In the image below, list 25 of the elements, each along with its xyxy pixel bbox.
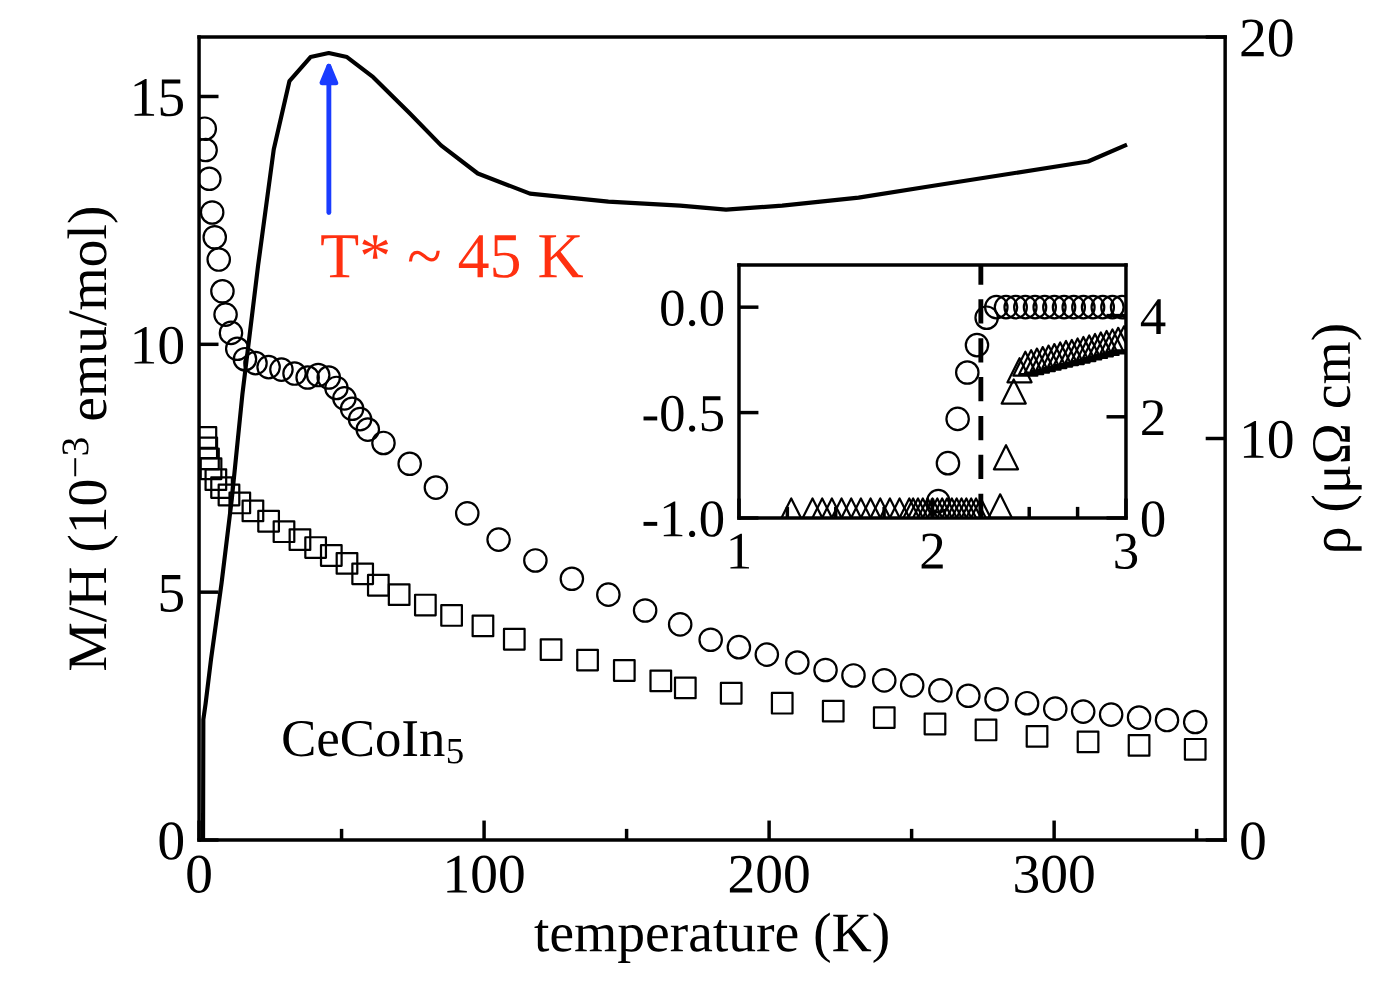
x-tick-label: 200 [729, 855, 809, 893]
y2-tick-label: 0 [1141, 501, 1165, 537]
y-tick-label: 10 [134, 326, 184, 365]
y2-tick-label: 10 [1243, 420, 1293, 459]
x-tick-label: 0 [187, 855, 211, 893]
y-tick-label: 15 [134, 79, 183, 117]
y-tick-label: 0 [159, 822, 184, 860]
y2-axis-title: ρ (μΩ cm) [1311, 325, 1362, 551]
y2-tick-label: 0 [1241, 822, 1265, 860]
annotation: CeCoIn$_{5}$ [283, 720, 463, 764]
y-tick-label: 5 [160, 575, 183, 612]
x-tick-label: 1 [730, 533, 750, 569]
annotation: T* ~ 45 K [321, 235, 583, 278]
x-tick-label: 2 [921, 533, 943, 569]
y2-tick-label: 20 [1241, 19, 1293, 57]
y2-tick-label: 2 [1142, 400, 1164, 436]
y-axis-title: M/H (10$^{−3}$ emu/mol) [62, 208, 118, 670]
y-tick-label: 0.0 [661, 290, 724, 327]
y-tick-label: -1.0 [643, 501, 724, 538]
x-tick-label: 300 [1015, 855, 1094, 893]
x-axis-title: temperature (K) [534, 912, 888, 963]
x-tick-label: 3 [1115, 533, 1138, 570]
x-tick-label: 100 [447, 855, 524, 893]
y2-tick-label: 4 [1140, 299, 1166, 334]
y-tick-label: -0.5 [643, 395, 724, 432]
